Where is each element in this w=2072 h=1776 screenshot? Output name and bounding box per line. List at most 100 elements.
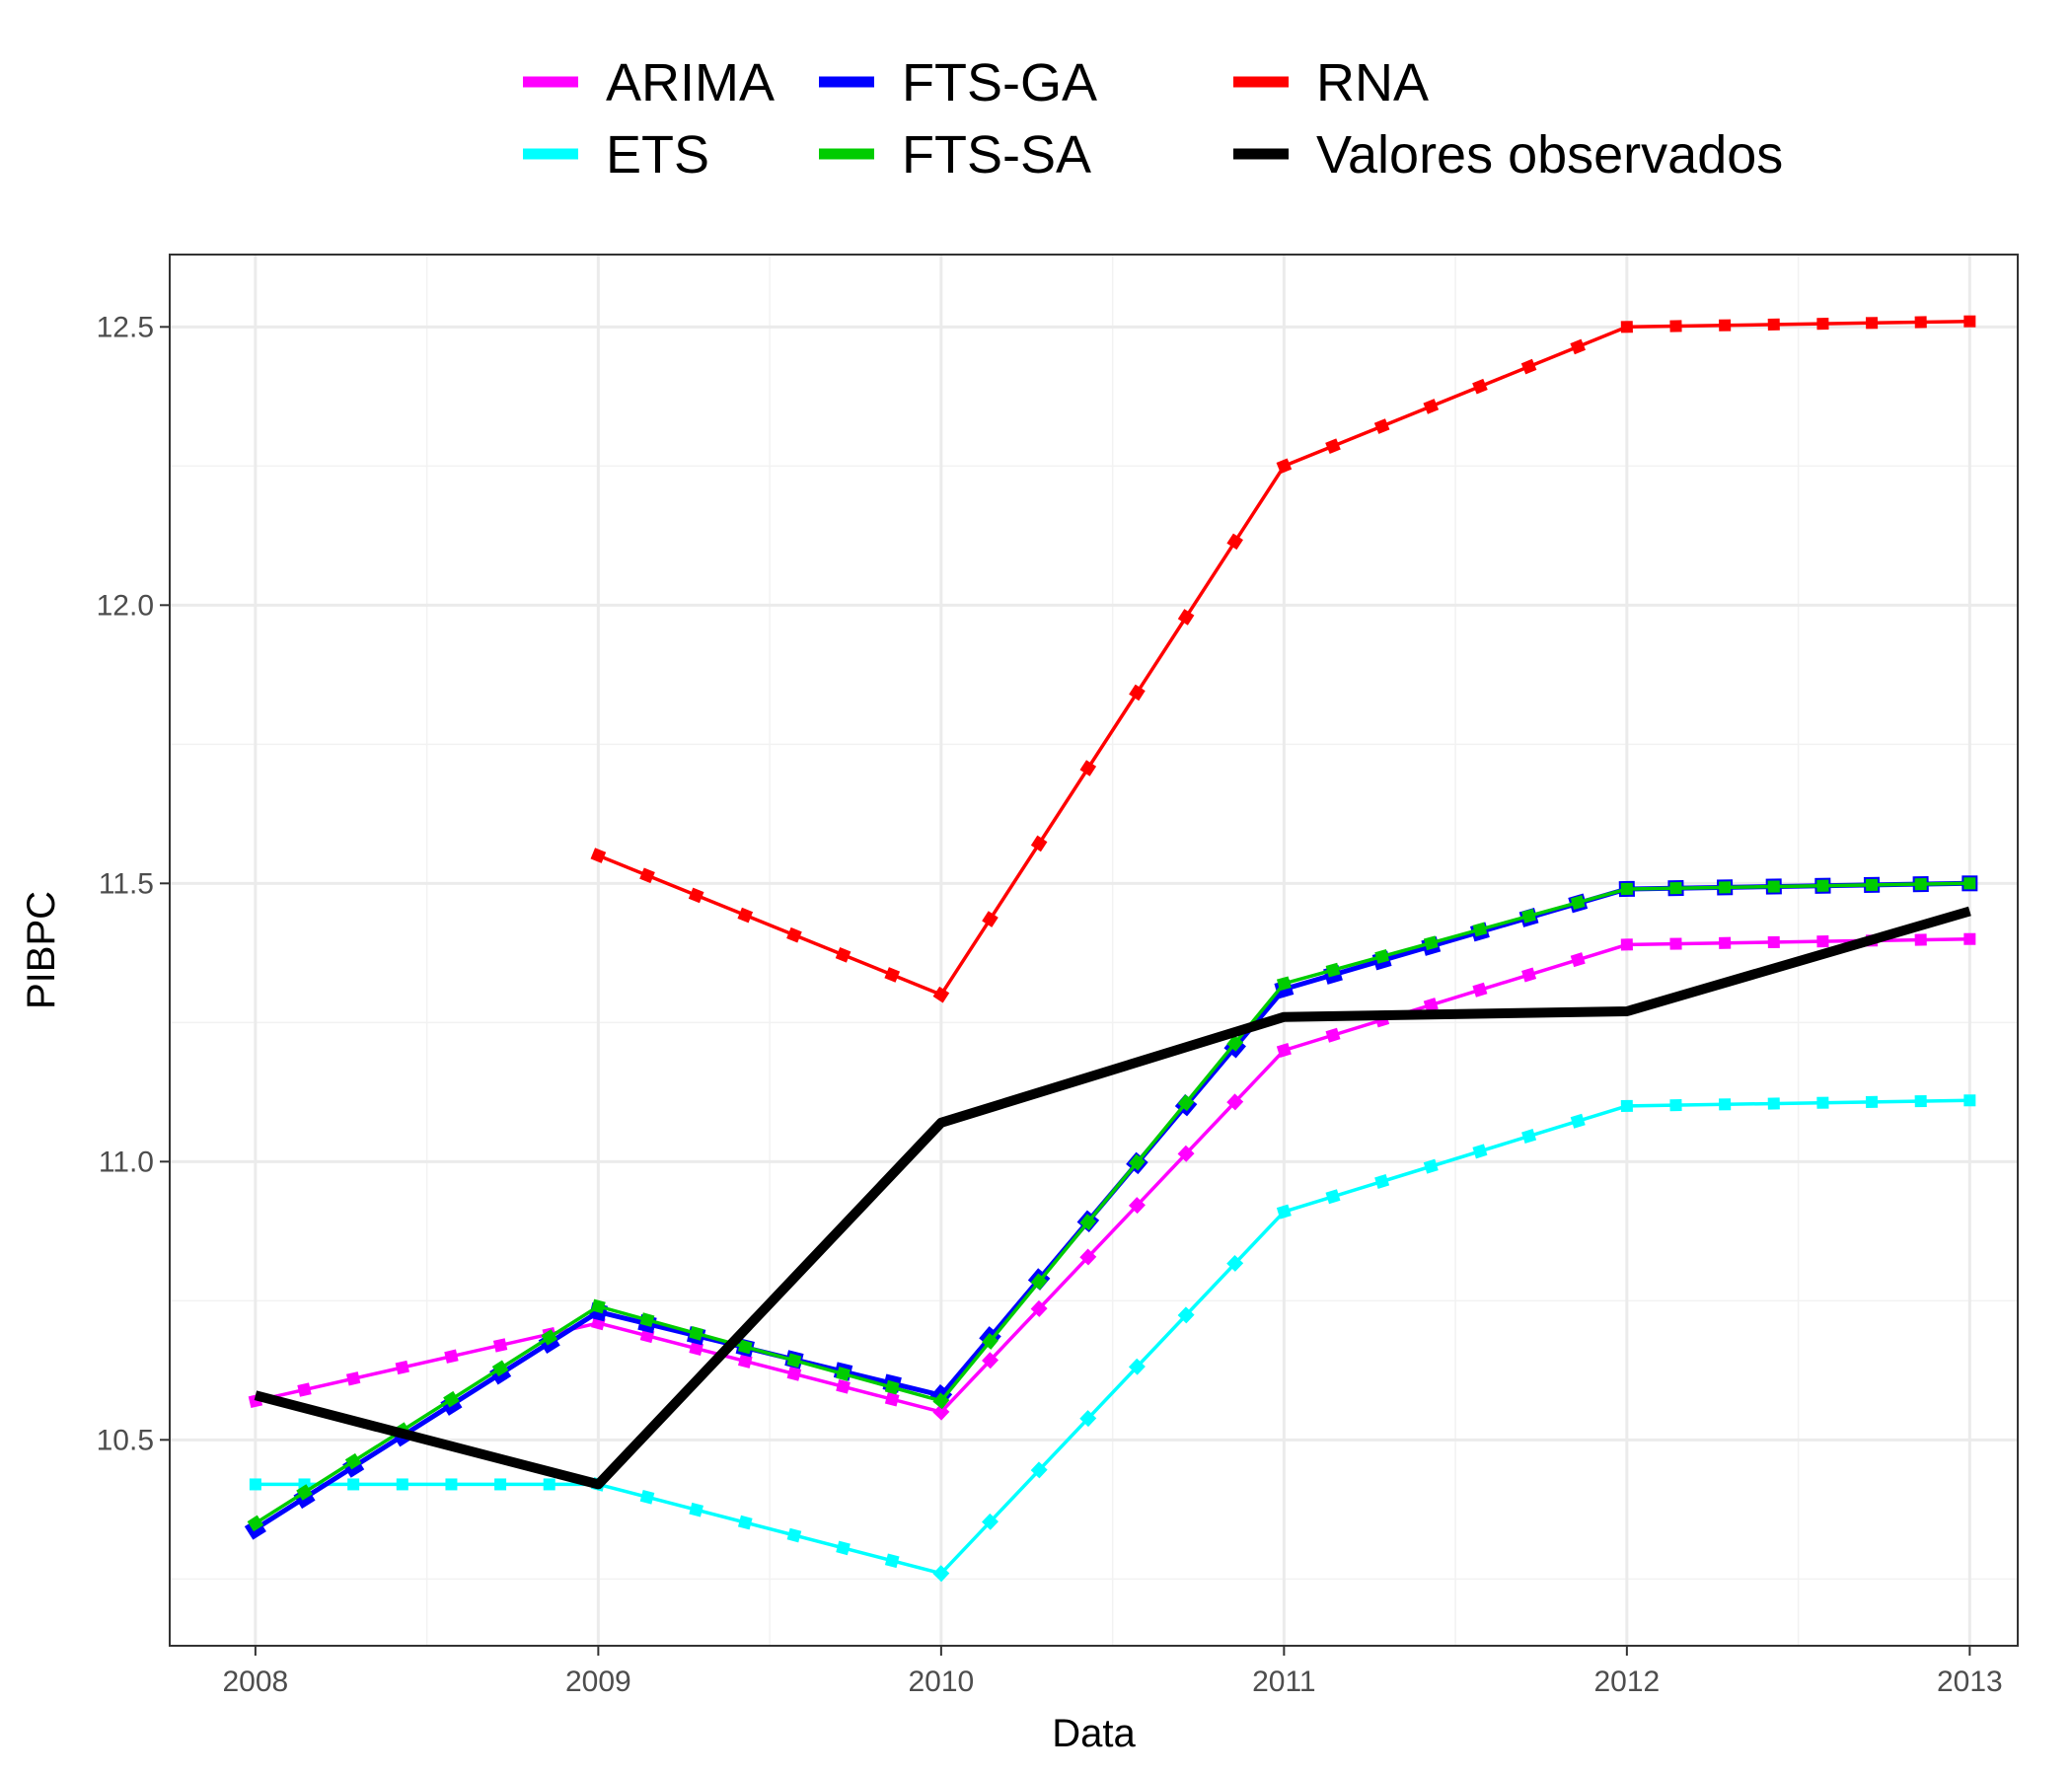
legend-item-rna: RNA <box>1233 53 1429 112</box>
series-marker-rna <box>590 848 607 863</box>
series-marker-fts-sa <box>932 1392 950 1410</box>
series-marker-ets <box>1816 1096 1829 1109</box>
series-marker-fts-sa <box>344 1452 362 1470</box>
series-marker-rna <box>786 926 802 943</box>
series-marker-ets <box>1128 1358 1146 1375</box>
y-axis: 10.5 11.0 11.5 12.0 12.5 <box>97 311 170 1456</box>
series-marker-ets <box>689 1502 703 1517</box>
minor-gridlines <box>170 255 2018 1646</box>
series-marker-ets <box>1472 1144 1488 1159</box>
series-marker-rna <box>1276 458 1293 475</box>
series-marker-arima <box>1177 1145 1195 1162</box>
series-marker-fts-sa <box>1521 908 1536 924</box>
series-marker-fts-sa <box>737 1339 753 1355</box>
series-marker-arima <box>444 1349 459 1364</box>
series-rna <box>590 315 1976 1003</box>
x-axis-title: Data <box>1052 1712 1136 1755</box>
series-marker-ets <box>543 1478 555 1491</box>
series-marker-fts-sa <box>1226 1034 1244 1052</box>
series-marker-rna <box>1030 835 1048 852</box>
legend: ARIMA ETS FTS-GA FTS-SA RNA Valores observado… <box>523 53 1783 185</box>
series-valores-observados <box>254 906 1971 1490</box>
series-marker-rna <box>1669 320 1682 333</box>
series-marker-rna <box>1226 533 1243 551</box>
series-marker-fts-sa <box>591 1298 606 1314</box>
legend-label-arima: ARIMA <box>606 53 775 112</box>
y-tick-label: 11.5 <box>99 867 154 900</box>
series-marker-ets <box>737 1515 753 1530</box>
series-marker-ets <box>639 1490 655 1505</box>
plot-border <box>169 254 2019 1647</box>
series-marker-arima <box>1226 1093 1244 1111</box>
series-marker-fts-sa <box>639 1312 655 1328</box>
series-marker-fts-sa <box>1669 882 1682 895</box>
series-marker-arima <box>345 1371 361 1386</box>
series-line-valores-observados <box>254 906 1971 1490</box>
series-marker-arima <box>1570 952 1586 968</box>
legend-label-fts-sa: FTS-SA <box>902 125 1091 185</box>
series-marker-arima <box>1472 982 1488 998</box>
y-tick-label: 12.0 <box>97 589 154 622</box>
series-marker-arima <box>1816 935 1829 948</box>
series-marker-fts-sa <box>1177 1094 1195 1112</box>
series-marker-ets <box>1914 1094 1927 1108</box>
series-line-ets <box>255 1098 1970 1576</box>
series-marker-ets <box>1030 1461 1048 1479</box>
series-marker-arima <box>1963 932 1976 945</box>
series-marker-fts-sa <box>247 1515 264 1532</box>
series-marker-rna <box>1177 609 1195 626</box>
series-layer <box>244 315 1978 1583</box>
legend-label-valores-observados: Valores observados <box>1316 125 1783 185</box>
series-marker-ets <box>1570 1113 1586 1129</box>
series-marker-arima <box>1128 1197 1146 1215</box>
series-marker-ets <box>1963 1094 1976 1107</box>
series-marker-rna <box>1373 418 1390 434</box>
series-marker-fts-sa <box>1767 880 1780 893</box>
series-marker-rna <box>1914 316 1927 329</box>
series-marker-arima <box>982 1352 999 1369</box>
series-marker-arima <box>932 1403 950 1421</box>
x-tick-label: 2008 <box>222 1665 288 1698</box>
series-marker-fts-sa <box>1128 1153 1146 1171</box>
series-marker-fts-sa <box>1719 881 1732 894</box>
series-marker-ets <box>1767 1097 1780 1110</box>
series-marker-rna <box>1767 318 1780 331</box>
series-marker-arima <box>1620 938 1633 951</box>
series-marker-fts-sa <box>1963 877 1976 890</box>
plot-panel <box>170 255 2018 1646</box>
series-marker-arima <box>884 1391 900 1407</box>
legend-item-valores-observados: Valores observados <box>1233 125 1783 185</box>
series-marker-arima <box>1914 933 1927 946</box>
series-marker-ets <box>1423 1158 1439 1174</box>
series-marker-arima <box>836 1379 851 1394</box>
series-marker-fts-sa <box>982 1332 999 1350</box>
series-marker-fts-sa <box>689 1325 704 1341</box>
series-marker-arima <box>1423 998 1439 1013</box>
legend-label-ets: ETS <box>606 125 709 185</box>
series-marker-ets <box>1079 1410 1097 1428</box>
series-marker-fts-sa <box>1325 962 1341 978</box>
series-marker-ets <box>1325 1189 1341 1205</box>
series-marker-ets <box>836 1540 851 1556</box>
series-marker-fts-sa <box>836 1367 851 1381</box>
series-marker-rna <box>932 986 950 1003</box>
series-marker-arima <box>1079 1248 1097 1266</box>
y-tick-label: 10.5 <box>97 1424 154 1456</box>
series-marker-ets <box>1276 1204 1292 1220</box>
series-marker-fts-sa <box>1620 882 1633 896</box>
series-marker-ets <box>1719 1098 1732 1111</box>
series-marker-ets <box>932 1565 950 1583</box>
series-marker-fts-sa <box>1914 878 1927 891</box>
series-marker-rna <box>982 911 999 927</box>
series-marker-ets <box>1865 1095 1879 1108</box>
series-marker-fts-sa <box>1030 1273 1048 1291</box>
series-marker-rna <box>639 867 655 884</box>
y-axis-title: PIBPC <box>20 891 63 1009</box>
series-marker-rna <box>884 967 901 983</box>
major-gridlines <box>170 255 2018 1646</box>
series-marker-arima <box>492 1338 508 1353</box>
series-marker-fts-sa <box>1472 922 1488 937</box>
series-marker-fts-sa <box>1374 949 1390 964</box>
series-marker-arima <box>689 1341 703 1356</box>
series-marker-rna <box>737 907 754 924</box>
